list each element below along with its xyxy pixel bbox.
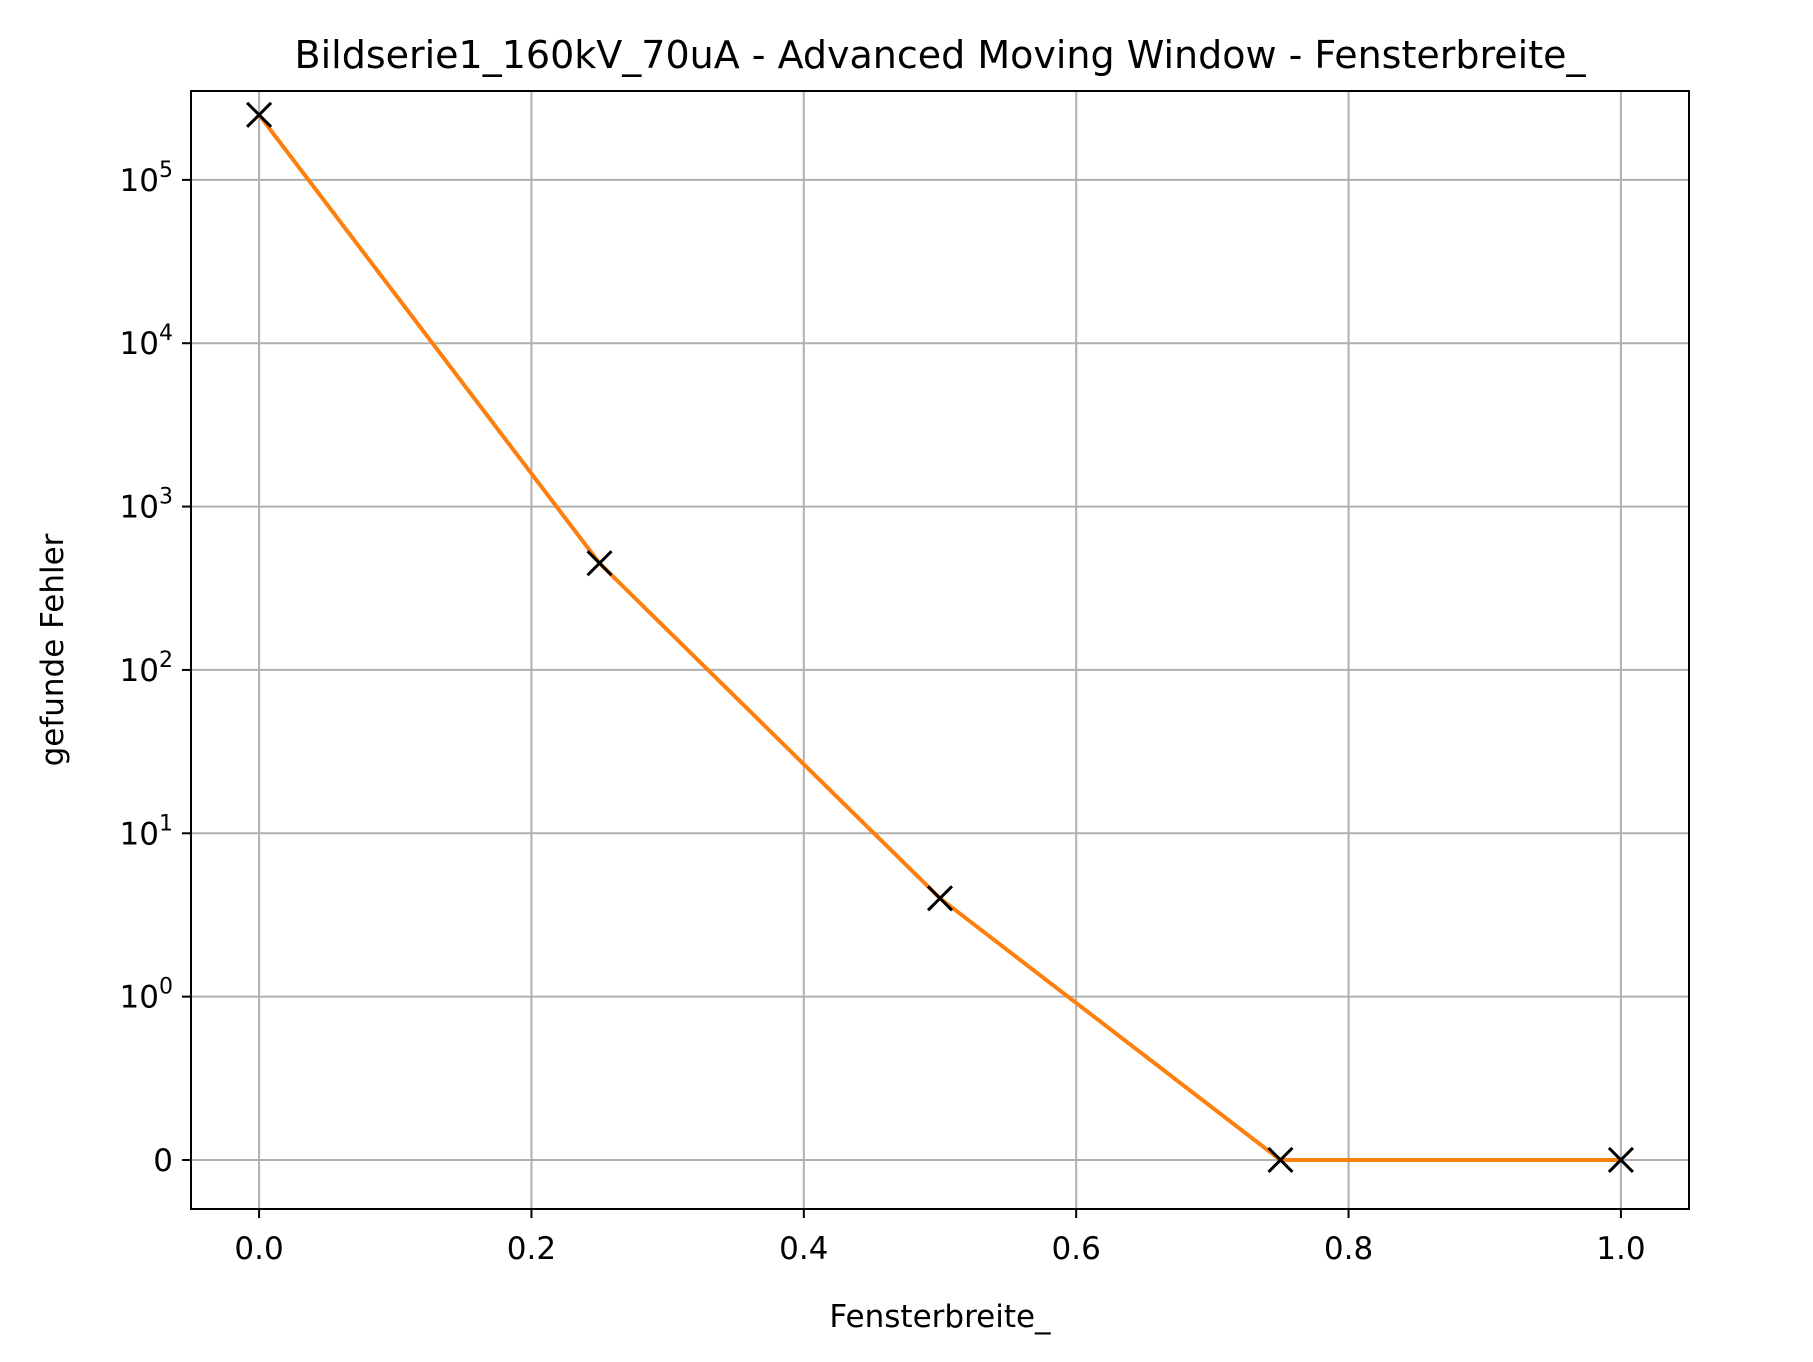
y-tick-label: 103 [120,485,173,526]
plot-frame [190,90,1690,1210]
data-point-marker [1267,1146,1294,1174]
y-axis: 0 100 101 102 103 104 105 [120,158,191,1179]
y-axis-title: gefunde Fehler [35,533,71,766]
chart-title: Bildserie1_160kV_70uA - Advanced Moving … [295,33,1587,77]
x-tick-label: 0.0 [234,1231,283,1267]
x-tick-label: 0.4 [779,1231,828,1267]
x-tick-label: 1.0 [1596,1231,1645,1267]
x-tick-label: 0.2 [507,1231,556,1267]
x-axis: 0.0 0.2 0.4 0.6 0.8 1.0 [234,1209,1646,1267]
y-tick-label: 102 [120,648,173,689]
grid [191,91,1689,1209]
y-tick-label: 105 [120,158,173,199]
x-tick-label: 0.6 [1052,1231,1101,1267]
x-tick-label: 0.8 [1324,1231,1373,1267]
y-tick-label: 104 [120,321,173,362]
y-tick-label: 0 [153,1143,173,1179]
data-point-marker [246,101,273,128]
y-tick-label: 101 [120,811,173,852]
y-tick-label: 100 [120,975,173,1016]
data-point-marker [926,885,954,912]
data-point-marker [1607,1146,1634,1174]
x-axis-title: Fensterbreite_ [829,1299,1051,1335]
series-layer [246,101,1634,1174]
data-point-marker [586,550,613,577]
